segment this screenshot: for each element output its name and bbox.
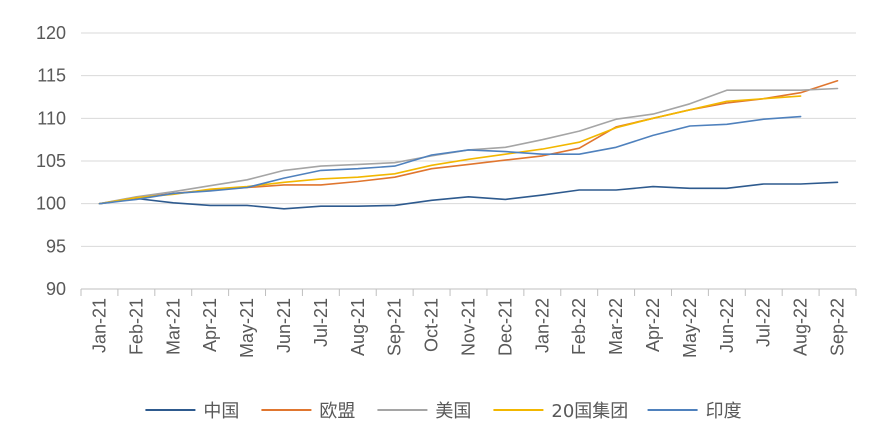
- x-tick-label: Sep-21: [385, 298, 405, 356]
- series-line: [98, 87, 839, 205]
- legend-label: 20国集团: [551, 401, 628, 422]
- y-tick-label: 105: [36, 151, 66, 171]
- x-tick-label: Apr-22: [643, 298, 663, 352]
- legend-label: 中国: [203, 401, 239, 422]
- x-tick-label: Feb-21: [126, 298, 146, 355]
- series-line: [98, 181, 839, 210]
- legend-label: 欧盟: [319, 401, 355, 422]
- y-tick-label: 120: [36, 23, 66, 43]
- x-tick-label: Jun-21: [274, 298, 294, 353]
- x-tick-label: Aug-21: [348, 298, 368, 356]
- x-tick-label: Apr-21: [200, 298, 220, 352]
- y-tick-label: 95: [46, 236, 66, 256]
- y-tick-label: 115: [37, 66, 66, 86]
- legend-label: 美国: [435, 401, 471, 422]
- x-tick-label: May-21: [237, 298, 257, 358]
- x-tick-label: Jan-21: [89, 298, 109, 353]
- legend-label: 印度: [706, 401, 742, 422]
- x-tick-label: Mar-22: [606, 298, 626, 355]
- x-tick-label: May-22: [680, 298, 700, 358]
- axes: 90 95 100 105 110 115 120 Jan-21 Feb-21 Mar-21 Apr…: [36, 23, 857, 358]
- x-tick-label: Nov-21: [459, 298, 479, 356]
- series-lines: [98, 80, 839, 210]
- series-line: [98, 115, 802, 205]
- legend: 中国 欧盟 美国 20国集团 印度: [145, 401, 742, 422]
- x-tick-label: Feb-22: [569, 298, 589, 355]
- x-tick-label: Dec-21: [495, 298, 515, 356]
- x-tick-label: Oct-21: [422, 298, 442, 352]
- y-tick-label: 100: [36, 194, 66, 214]
- x-tick-label: Aug-22: [791, 298, 811, 356]
- x-tick-label: Jul-21: [311, 298, 331, 347]
- gridlines: [81, 32, 856, 247]
- y-tick-label: 90: [46, 279, 66, 299]
- x-tick-label: Jan-22: [532, 298, 552, 353]
- y-tick-label: 110: [37, 108, 66, 128]
- x-tick-label: Jul-22: [754, 298, 774, 347]
- x-tick-label: Jun-22: [717, 298, 737, 353]
- x-tick-label: Mar-21: [163, 298, 183, 355]
- series-line: [98, 95, 802, 205]
- x-tick-label: Sep-22: [828, 298, 848, 356]
